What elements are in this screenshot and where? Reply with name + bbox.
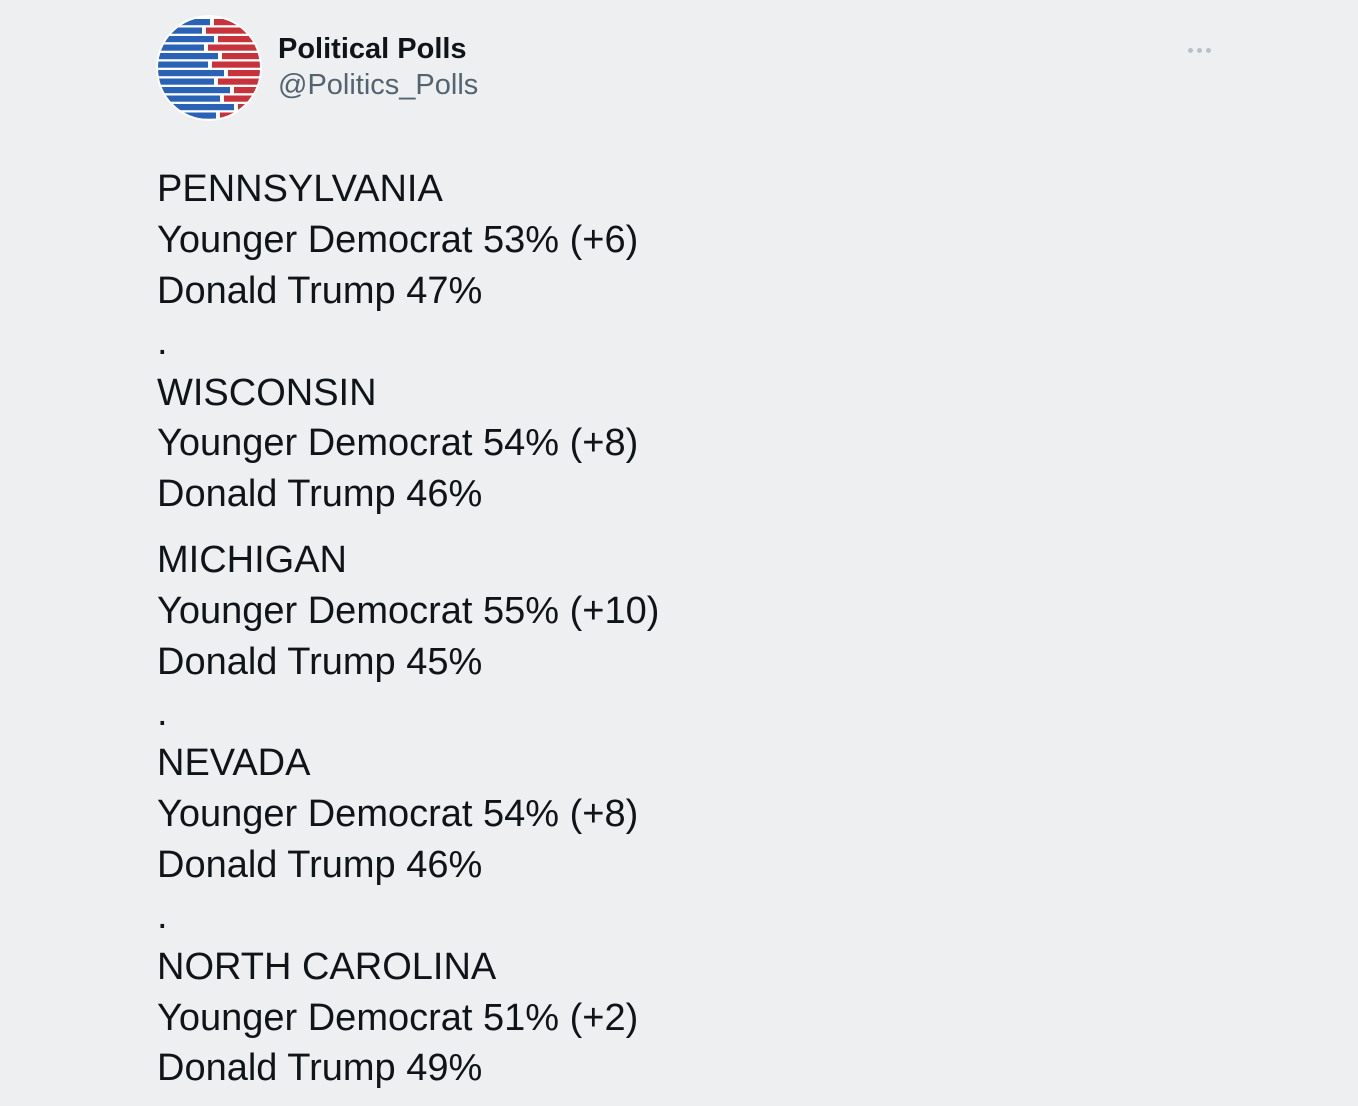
state-name: NEVADA xyxy=(157,742,311,784)
display-name[interactable]: Political Polls xyxy=(278,33,467,65)
state-name: PENNSYLVANIA xyxy=(157,168,443,210)
poll-line: Donald Trump 45% xyxy=(157,641,483,683)
user-handle[interactable]: @Politics_Polls xyxy=(278,69,479,101)
state-name: WISCONSIN xyxy=(157,372,377,414)
poll-line: Donald Trump 46% xyxy=(157,473,483,515)
poll-line: Younger Democrat 54% (+8) xyxy=(157,422,639,464)
separator-dot: . xyxy=(157,895,168,937)
poll-line: Donald Trump 47% xyxy=(157,270,483,312)
separator-dot: . xyxy=(157,692,168,734)
state-name: MICHIGAN xyxy=(157,539,347,581)
poll-line: Younger Democrat 55% (+10) xyxy=(157,590,660,632)
separator-dot: . xyxy=(157,321,168,363)
poll-line: Younger Democrat 54% (+8) xyxy=(157,793,639,835)
truncated-link[interactable] xyxy=(318,1098,568,1106)
poll-line: Younger Democrat 53% (+6) xyxy=(157,219,639,261)
poll-line: Donald Trump 49% xyxy=(157,1047,483,1089)
avatar[interactable] xyxy=(156,15,262,121)
political-polls-logo-icon xyxy=(156,15,262,121)
poll-line: Younger Democrat 51% (+2) xyxy=(157,997,639,1039)
poll-line: Donald Trump 46% xyxy=(157,844,483,886)
state-name: NORTH CAROLINA xyxy=(157,946,497,988)
more-options-icon[interactable] xyxy=(1182,36,1218,64)
